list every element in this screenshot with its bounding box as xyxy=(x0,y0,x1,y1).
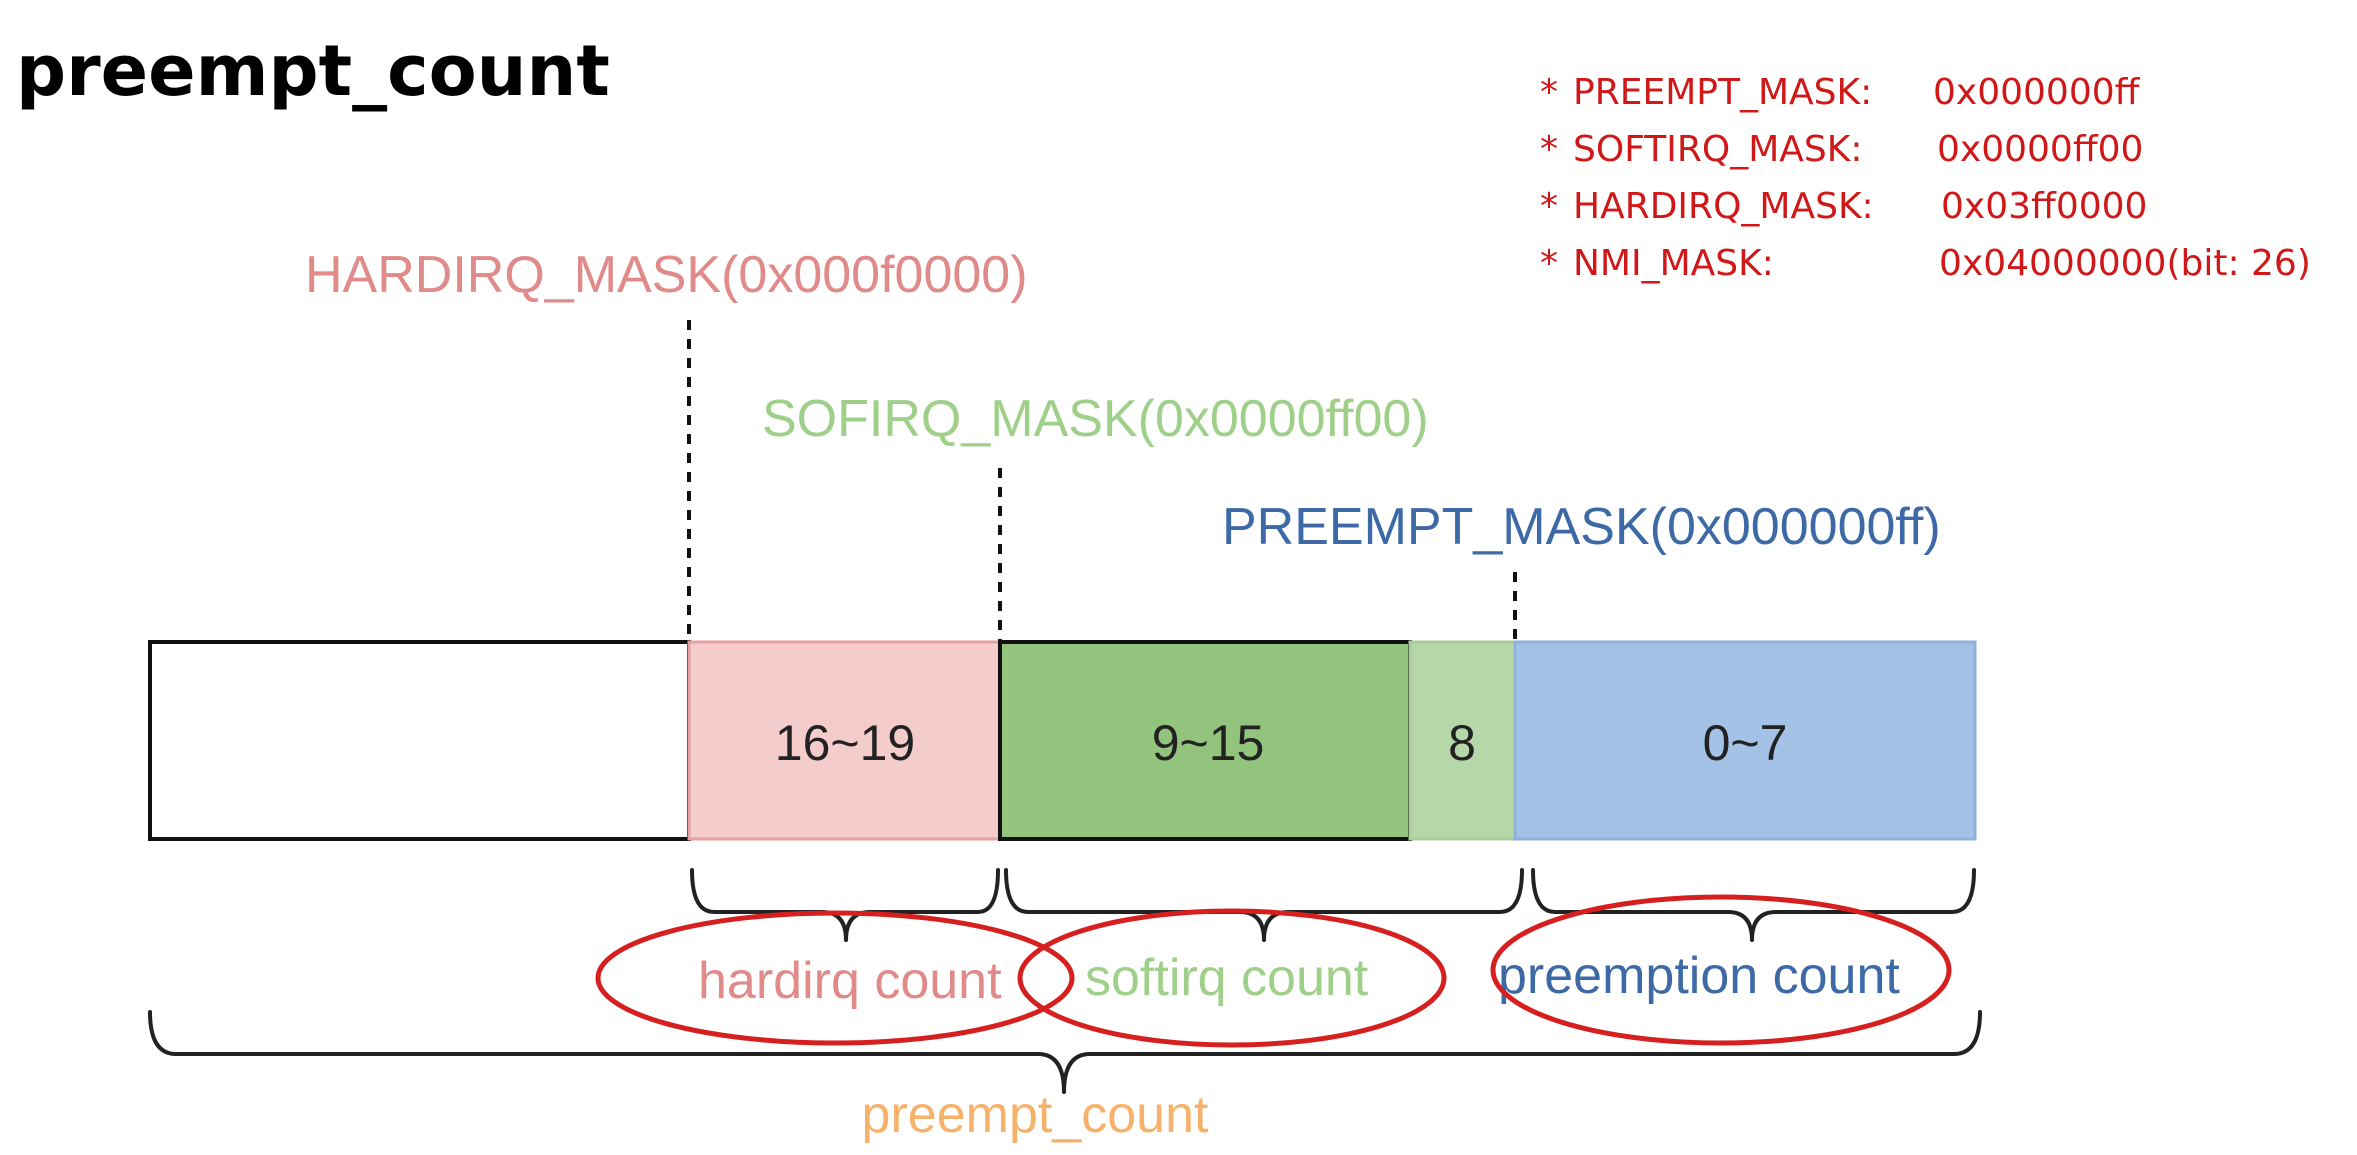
page-title: preempt_count xyxy=(16,30,610,112)
mask-note: * NMI_MASK: 0x04000000(bit: 26) xyxy=(1540,243,2311,284)
preemption-count-label: preemption count xyxy=(1498,947,1900,1005)
softirq-count-label: softirq count xyxy=(1085,949,1369,1007)
hardirq-bits-label: 16~19 xyxy=(775,715,915,771)
softirq-bits-field xyxy=(998,640,1412,841)
mask-note: * SOFTIRQ_MASK: 0x0000ff00 xyxy=(1540,129,2143,170)
preempt-bits-field xyxy=(1513,640,1977,841)
hardirq-mask-label: HARDIRQ_MASK(0x000f0000) xyxy=(305,246,1028,304)
note-value: 0x0000ff00 xyxy=(1937,129,2143,170)
bit8-label: 8 xyxy=(1448,715,1476,771)
mask-note: * PREEMPT_MASK: 0x000000ff xyxy=(1540,72,2141,113)
note-name: HARDIRQ_MASK: xyxy=(1573,186,1874,227)
note-name: PREEMPT_MASK: xyxy=(1573,72,1872,113)
note-star: * xyxy=(1540,72,1558,113)
softirq-highlight-ring xyxy=(1017,908,1447,1048)
note-name: NMI_MASK: xyxy=(1573,243,1774,284)
preempt-mask-label: PREEMPT_MASK(0x000000ff) xyxy=(1222,498,1941,556)
register-bar: 16~19 9~15 8 0~7 xyxy=(148,640,1977,841)
note-value: 0x04000000(bit: 26) xyxy=(1939,243,2311,284)
note-star: * xyxy=(1540,186,1558,227)
softirq-bits-label: 9~15 xyxy=(1152,715,1265,771)
softirq-brace xyxy=(1004,868,1524,942)
softirq-mask-label: SOFIRQ_MASK(0x0000ff00) xyxy=(762,390,1429,448)
hardirq-count-label: hardirq count xyxy=(698,952,1002,1010)
preempt-bits-label: 0~7 xyxy=(1703,715,1788,771)
mask-note: * HARDIRQ_MASK: 0x03ff0000 xyxy=(1540,186,2147,227)
note-star: * xyxy=(1540,243,1558,284)
preemption-brace xyxy=(1531,868,1976,942)
preempt-count-brace xyxy=(148,1010,1982,1094)
note-name: SOFTIRQ_MASK: xyxy=(1573,129,1863,170)
mask-notes: * PREEMPT_MASK: 0x000000ff * SOFTIRQ_MAS… xyxy=(1540,72,2311,284)
note-value: 0x000000ff xyxy=(1933,72,2141,113)
preempt-count-label: preempt_count xyxy=(862,1086,1209,1144)
hardirq-highlight-ring xyxy=(595,910,1075,1046)
unused-bits-field xyxy=(148,640,691,841)
hardirq-brace xyxy=(690,868,1000,942)
note-value: 0x03ff0000 xyxy=(1941,186,2147,227)
hardirq-bits-field xyxy=(687,640,1002,841)
preemption-highlight-ring xyxy=(1490,894,1952,1046)
note-star: * xyxy=(1540,129,1558,170)
